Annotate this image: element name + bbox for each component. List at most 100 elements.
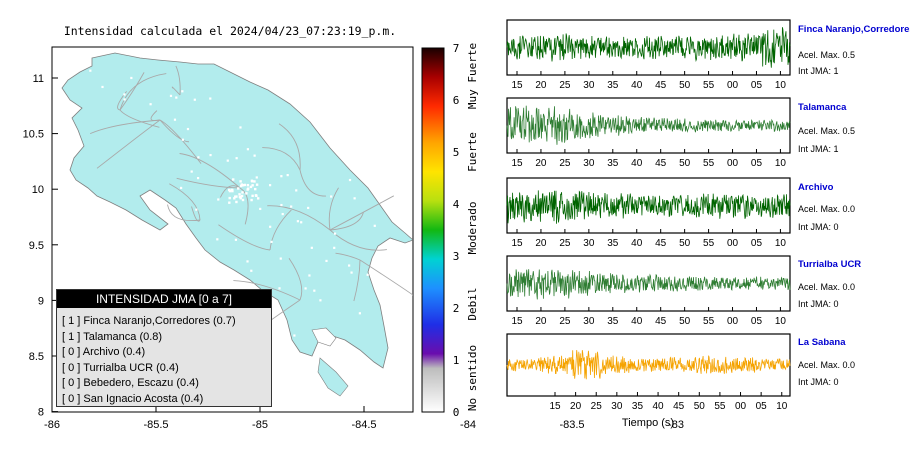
waveform-tick-label: 45 bbox=[655, 316, 667, 327]
colorbar-tick-label: 1 bbox=[453, 354, 460, 367]
waveform-tick-label: 15 bbox=[511, 238, 523, 249]
waveform-tick-label: 00 bbox=[727, 238, 739, 249]
station-name: Talamanca bbox=[798, 102, 847, 113]
waveform-tick-label: 55 bbox=[703, 80, 715, 91]
colorbar-intensity-label: No sentido bbox=[466, 345, 479, 411]
intensity-colorbar: 7 6 5 4 3 2 1 0 Muy Fuerte Fuerte Moderado Debil No … bbox=[421, 42, 479, 419]
waveform-tick-label: 00 bbox=[727, 316, 739, 327]
waveform-tick-label: 50 bbox=[679, 316, 691, 327]
colorbar-intensity-label: Muy Fuerte bbox=[466, 43, 479, 109]
legend-row: [ 0 ] San Ignacio Acosta (0.4) bbox=[62, 392, 204, 405]
colorbar-tick-label: 5 bbox=[453, 146, 460, 159]
waveform-tick-label: 15 bbox=[511, 158, 523, 169]
station-name: Archivo bbox=[798, 182, 834, 193]
waveform-tick-label: 20 bbox=[535, 80, 547, 91]
waveform-tick-label: 05 bbox=[751, 316, 763, 327]
waveform-tick-label: 35 bbox=[632, 401, 644, 412]
map-x-axis: -86 -85.5 -85 -84.5 -84 -83.5 -83 bbox=[44, 406, 684, 431]
map-x-tick-label: -85.5 bbox=[143, 419, 168, 431]
waveform-tick-label: 30 bbox=[583, 238, 595, 249]
map-y-tick-label: 11 bbox=[33, 73, 44, 85]
waveform-tick-label: 25 bbox=[559, 316, 571, 327]
waveform-tick-label: 10 bbox=[775, 80, 787, 91]
waveform-tick-label: 40 bbox=[631, 316, 643, 327]
waveform-tick-label: 30 bbox=[583, 316, 595, 327]
map-x-tick-label: -86 bbox=[44, 419, 60, 431]
waveform-tick-label: 25 bbox=[591, 401, 603, 412]
waveform-tick-label: 40 bbox=[653, 401, 665, 412]
waveform-tick-label: 15 bbox=[549, 401, 561, 412]
colorbar-tick-label: 0 bbox=[453, 406, 460, 419]
waveform-trace bbox=[506, 105, 791, 145]
waveform-panels: 15 20 25 30 35 40 45 50 55 00 05 10 15 20 25 30 35 40 45 50… bbox=[506, 19, 791, 412]
colorbar-tick-label: 6 bbox=[453, 94, 460, 107]
time-axis-label: Tiempo (s) bbox=[622, 417, 674, 429]
waveform-tick-label: 35 bbox=[607, 238, 619, 249]
waveform-tick-label: 50 bbox=[679, 238, 691, 249]
golfo-dulce bbox=[311, 327, 337, 347]
station-int: Int JMA: 0 bbox=[798, 222, 839, 232]
waveform-tick-label: 50 bbox=[694, 401, 706, 412]
legend-row: [ 1 ] Finca Naranjo,Corredores (0.7) bbox=[62, 315, 236, 327]
map-x-tick-label: -83.5 bbox=[559, 419, 584, 431]
waveform-tick-label: 35 bbox=[607, 316, 619, 327]
waveform-tick-label: 00 bbox=[735, 401, 747, 412]
waveform-tick-label: 20 bbox=[535, 158, 547, 169]
city-markers bbox=[89, 50, 393, 337]
waveform-trace bbox=[506, 269, 791, 300]
waveform-tick-label: 40 bbox=[631, 238, 643, 249]
map-x-tick-label: -85 bbox=[252, 419, 268, 431]
colorbar-tick-label: 4 bbox=[453, 198, 460, 211]
waveform-tick-label: 25 bbox=[559, 238, 571, 249]
waveform-tick-label: 55 bbox=[703, 238, 715, 249]
map-y-tick-label: 9 bbox=[38, 295, 44, 307]
waveform-tick-label: 45 bbox=[655, 238, 667, 249]
waveform-tick-label: 30 bbox=[583, 80, 595, 91]
map-x-tick-label: -83 bbox=[668, 419, 684, 431]
waveform-tick-label: 00 bbox=[727, 80, 739, 91]
waveform-tick-label: 30 bbox=[583, 158, 595, 169]
waveform-tick-label: 15 bbox=[511, 316, 523, 327]
waveform-tick-label: 35 bbox=[607, 158, 619, 169]
waveform-tick-label: 10 bbox=[775, 316, 787, 327]
legend-row: [ 0 ] Bebedero, Escazu (0.4) bbox=[62, 377, 199, 389]
road-network bbox=[89, 65, 413, 343]
waveform-tick-label: 50 bbox=[679, 80, 691, 91]
legend-row: [ 0 ] Archivo (0.4) bbox=[62, 346, 146, 358]
colorbar-tick-label: 7 bbox=[453, 42, 460, 55]
waveform-tick-label: 25 bbox=[559, 80, 571, 91]
station-name: La Sabana bbox=[798, 337, 846, 348]
waveform-tick-label: 45 bbox=[655, 158, 667, 169]
waveform-trace bbox=[506, 350, 791, 380]
colorbar-intensity-label: Moderado bbox=[466, 202, 479, 255]
colorbar-intensity-label: Debil bbox=[466, 287, 479, 320]
waveform-tick-label: 55 bbox=[703, 158, 715, 169]
map-y-axis: 11 10.5 10 9.5 9 8.5 8 bbox=[23, 73, 58, 419]
waveform-tick-label: 40 bbox=[631, 158, 643, 169]
waveform-tick-label: 55 bbox=[714, 401, 726, 412]
map-y-tick-label: 10 bbox=[32, 184, 44, 196]
waveform-tick-label: 05 bbox=[751, 80, 763, 91]
station-int: Int JMA: 1 bbox=[798, 66, 839, 76]
legend-row: [ 1 ] Talamanca (0.8) bbox=[62, 330, 163, 343]
waveform-tick-label: 40 bbox=[631, 80, 643, 91]
map-y-tick-label: 8.5 bbox=[29, 351, 44, 363]
station-name: Turrialba UCR bbox=[798, 259, 862, 270]
station-acel: Acel. Max. 0.0 bbox=[798, 204, 856, 214]
waveform-tick-label: 35 bbox=[607, 80, 619, 91]
burica-peninsula bbox=[317, 357, 349, 397]
waveform-tick-label: 45 bbox=[673, 401, 685, 412]
station-acel: Acel. Max. 0.0 bbox=[798, 360, 856, 370]
station-int: Int JMA: 0 bbox=[798, 299, 839, 309]
intensity-legend: INTENSIDAD JMA [0 a 7] [ 1 ] Finca Naran… bbox=[56, 289, 272, 407]
waveform-trace bbox=[506, 27, 791, 68]
map-x-tick-label: -84.5 bbox=[351, 419, 376, 431]
waveform-tick-label: 20 bbox=[570, 401, 582, 412]
waveform-tick-label: 30 bbox=[611, 401, 623, 412]
legend-title: INTENSIDAD JMA [0 a 7] bbox=[57, 290, 271, 308]
map-y-tick-label: 10.5 bbox=[23, 129, 44, 141]
map-title: Intensidad calculada el 2024/04/23_07:23… bbox=[64, 24, 396, 38]
waveform-tick-label: 05 bbox=[756, 401, 768, 412]
map-y-tick-label: 9.5 bbox=[29, 240, 44, 252]
